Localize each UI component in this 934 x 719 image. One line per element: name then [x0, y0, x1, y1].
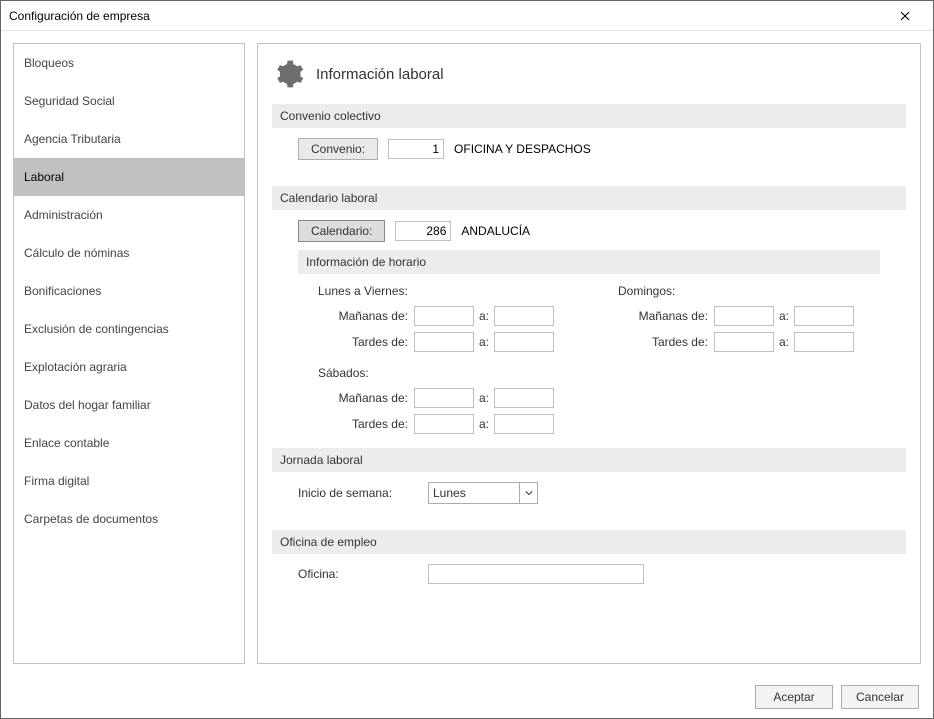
sidebar: BloqueosSeguridad SocialAgencia Tributar…	[13, 43, 245, 664]
section-header-convenio: Convenio colectivo	[272, 104, 906, 128]
cancel-button[interactable]: Cancelar	[841, 685, 919, 709]
weekday-morning-label: Mañanas de:	[318, 309, 414, 323]
sunday-afternoon-to[interactable]	[794, 332, 854, 352]
week-start-value: Lunes	[433, 486, 466, 500]
week-start-select[interactable]: Lunes	[428, 482, 538, 504]
sep-label: a:	[474, 417, 494, 431]
weekday-morning-to[interactable]	[494, 306, 554, 326]
convenio-code-input[interactable]	[388, 139, 444, 159]
dialog-window: Configuración de empresa BloqueosSegurid…	[0, 0, 934, 719]
page-title: Información laboral	[316, 66, 444, 83]
sidebar-item-1[interactable]: Seguridad Social	[14, 82, 244, 120]
calendario-code-input[interactable]	[395, 221, 451, 241]
convenio-name: OFICINA Y DESPACHOS	[454, 142, 591, 156]
gear-icon	[272, 58, 304, 90]
sunday-morning-row: Mañanas de: a:	[618, 306, 878, 326]
weekday-title: Lunes a Viernes:	[318, 284, 578, 298]
weekday-afternoon-to[interactable]	[494, 332, 554, 352]
sunday-morning-from[interactable]	[714, 306, 774, 326]
saturday-morning-to[interactable]	[494, 388, 554, 408]
window-title: Configuración de empresa	[9, 9, 885, 23]
oficina-input[interactable]	[428, 564, 644, 584]
sunday-morning-label: Mañanas de:	[618, 309, 714, 323]
sidebar-item-2[interactable]: Agencia Tributaria	[14, 120, 244, 158]
sidebar-item-6[interactable]: Bonificaciones	[14, 272, 244, 310]
saturday-afternoon-to[interactable]	[494, 414, 554, 434]
sub-header-horario: Información de horario	[298, 250, 880, 274]
sunday-afternoon-row: Tardes de: a:	[618, 332, 878, 352]
sunday-title: Domingos:	[618, 284, 878, 298]
sidebar-item-5[interactable]: Cálculo de nóminas	[14, 234, 244, 272]
sep-label: a:	[474, 391, 494, 405]
dialog-footer: Aceptar Cancelar	[1, 676, 933, 718]
section-body-calendario: Calendario: ANDALUCÍA Información de hor…	[272, 210, 906, 448]
sidebar-item-3[interactable]: Laboral	[14, 158, 244, 196]
section-header-oficina: Oficina de empleo	[272, 530, 906, 554]
weekday-afternoon-from[interactable]	[414, 332, 474, 352]
schedule-col-sunday: Domingos: Mañanas de: a: Tardes de: a:	[618, 284, 878, 440]
sidebar-item-12[interactable]: Carpetas de documentos	[14, 500, 244, 538]
sidebar-item-0[interactable]: Bloqueos	[14, 44, 244, 82]
chevron-down-icon	[519, 483, 537, 503]
weekday-afternoon-label: Tardes de:	[318, 335, 414, 349]
sidebar-item-7[interactable]: Exclusión de contingencias	[14, 310, 244, 348]
schedule-grid: Lunes a Viernes: Mañanas de: a: Tardes d…	[298, 284, 880, 440]
sunday-morning-to[interactable]	[794, 306, 854, 326]
section-header-calendario: Calendario laboral	[272, 186, 906, 210]
schedule-col-weekday: Lunes a Viernes: Mañanas de: a: Tardes d…	[318, 284, 578, 440]
sep-label: a:	[774, 335, 794, 349]
calendario-row: Calendario: ANDALUCÍA	[298, 220, 880, 242]
convenio-row: Convenio: OFICINA Y DESPACHOS	[298, 138, 880, 160]
weekday-morning-row: Mañanas de: a:	[318, 306, 578, 326]
sidebar-item-11[interactable]: Firma digital	[14, 462, 244, 500]
sep-label: a:	[774, 309, 794, 323]
close-button[interactable]	[885, 8, 925, 24]
dialog-body: BloqueosSeguridad SocialAgencia Tributar…	[1, 31, 933, 676]
saturday-morning-row: Mañanas de: a:	[318, 388, 578, 408]
weekday-morning-from[interactable]	[414, 306, 474, 326]
main-panel: Información laboral Convenio colectivo C…	[257, 43, 921, 664]
oficina-row: Oficina:	[298, 564, 880, 584]
calendario-lookup-button[interactable]: Calendario:	[298, 220, 385, 242]
sidebar-item-4[interactable]: Administración	[14, 196, 244, 234]
saturday-morning-from[interactable]	[414, 388, 474, 408]
oficina-label: Oficina:	[298, 567, 418, 581]
calendario-name: ANDALUCÍA	[461, 224, 530, 238]
jornada-label: Inicio de semana:	[298, 486, 418, 500]
convenio-lookup-button[interactable]: Convenio:	[298, 138, 378, 160]
sidebar-item-9[interactable]: Datos del hogar familiar	[14, 386, 244, 424]
ok-button[interactable]: Aceptar	[755, 685, 833, 709]
sidebar-item-10[interactable]: Enlace contable	[14, 424, 244, 462]
saturday-afternoon-from[interactable]	[414, 414, 474, 434]
sunday-afternoon-from[interactable]	[714, 332, 774, 352]
saturday-morning-label: Mañanas de:	[318, 391, 414, 405]
sidebar-item-8[interactable]: Explotación agraria	[14, 348, 244, 386]
sep-label: a:	[474, 335, 494, 349]
saturday-afternoon-row: Tardes de: a:	[318, 414, 578, 434]
titlebar: Configuración de empresa	[1, 1, 933, 31]
sep-label: a:	[474, 309, 494, 323]
section-body-convenio: Convenio: OFICINA Y DESPACHOS	[272, 128, 906, 186]
weekday-afternoon-row: Tardes de: a:	[318, 332, 578, 352]
section-header-jornada: Jornada laboral	[272, 448, 906, 472]
page-header: Información laboral	[272, 58, 906, 90]
sunday-afternoon-label: Tardes de:	[618, 335, 714, 349]
jornada-row: Inicio de semana: Lunes	[298, 482, 880, 504]
saturday-afternoon-label: Tardes de:	[318, 417, 414, 431]
saturday-title: Sábados:	[318, 366, 578, 380]
section-body-jornada: Inicio de semana: Lunes	[272, 472, 906, 530]
section-body-oficina: Oficina:	[272, 554, 906, 610]
